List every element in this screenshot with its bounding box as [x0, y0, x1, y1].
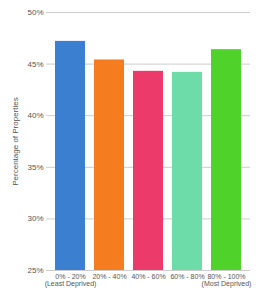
svg-text:45%: 45%: [27, 60, 43, 69]
svg-text:80% - 100%(Most Deprived): 80% - 100%(Most Deprived): [202, 273, 252, 288]
svg-text:20% - 40%: 20% - 40%: [92, 273, 126, 280]
svg-text:40% - 60%: 40% - 60%: [131, 273, 165, 280]
svg-text:50%: 50%: [27, 8, 43, 17]
svg-text:40%: 40%: [27, 111, 43, 120]
svg-text:30%: 30%: [27, 214, 43, 223]
svg-text:0% - 20%(Least Deprived): 0% - 20%(Least Deprived): [45, 273, 97, 288]
svg-text:25%: 25%: [27, 266, 43, 275]
svg-text:35%: 35%: [27, 163, 43, 172]
svg-text:60% - 80%: 60% - 80%: [170, 273, 204, 280]
svg-text:Percentage of Properties: Percentage of Properties: [11, 97, 20, 186]
